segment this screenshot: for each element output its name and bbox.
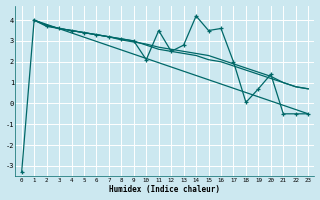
X-axis label: Humidex (Indice chaleur): Humidex (Indice chaleur) — [109, 185, 220, 194]
